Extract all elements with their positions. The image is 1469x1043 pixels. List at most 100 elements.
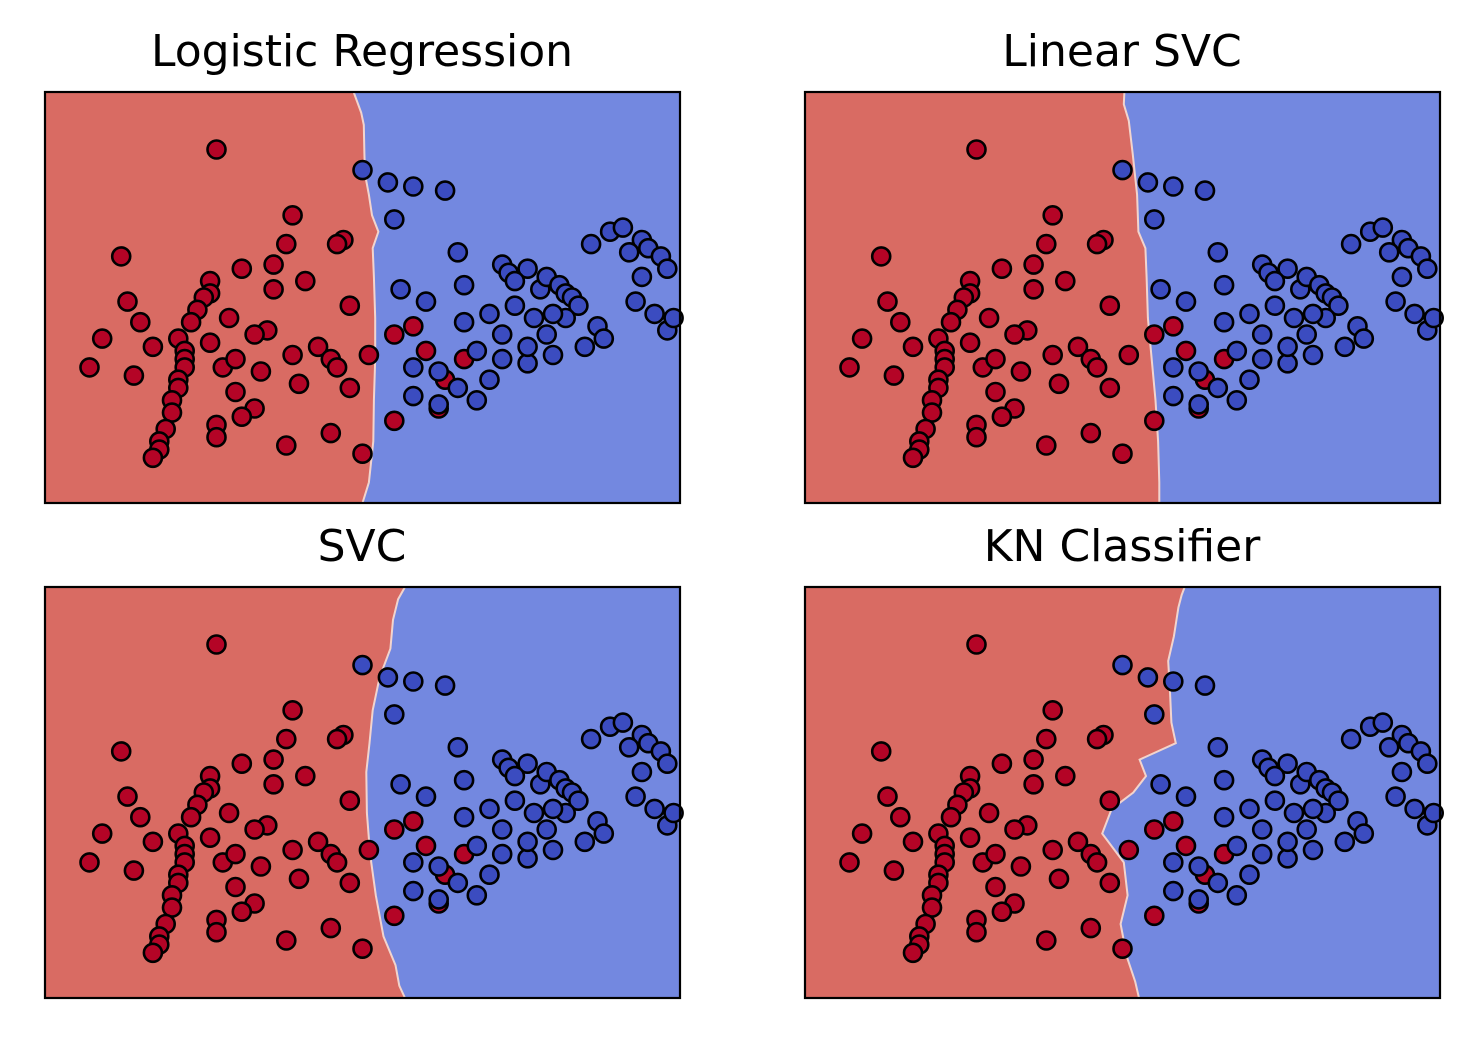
point-class-a xyxy=(352,938,373,960)
point-class-b xyxy=(1213,311,1235,333)
point-class-a xyxy=(1144,324,1165,345)
point-class-a xyxy=(1010,361,1032,382)
point-class-b xyxy=(618,242,640,263)
point-class-a xyxy=(142,831,164,853)
point-class-b xyxy=(453,806,475,828)
point-class-a xyxy=(288,868,310,890)
point-class-b xyxy=(428,361,450,382)
point-class-a xyxy=(180,806,202,828)
point-class-a xyxy=(218,307,240,329)
point-class-b xyxy=(390,278,411,300)
point-class-a xyxy=(902,942,924,964)
point-class-a xyxy=(231,901,253,923)
point-class-a xyxy=(1010,856,1032,877)
point-class-b xyxy=(618,736,640,758)
point-class-b xyxy=(517,336,538,358)
point-class-b xyxy=(1226,884,1248,906)
point-class-b xyxy=(1137,667,1159,688)
point-class-b xyxy=(625,786,646,807)
point-class-b xyxy=(428,889,450,910)
point-class-a xyxy=(352,443,373,465)
point-class-a xyxy=(1004,324,1025,345)
point-class-b xyxy=(402,880,424,902)
point-class-a xyxy=(402,315,424,337)
point-class-b xyxy=(1283,307,1305,329)
point-class-b xyxy=(1144,209,1165,230)
point-class-a xyxy=(231,406,253,428)
point-class-a xyxy=(851,823,873,844)
point-class-b xyxy=(453,769,475,791)
point-class-a xyxy=(339,872,361,894)
point-class-a xyxy=(231,258,253,280)
point-class-b xyxy=(390,773,411,795)
point-class-a xyxy=(1118,344,1140,366)
point-class-b xyxy=(1226,389,1248,411)
point-class-a xyxy=(244,819,265,840)
point-class-b xyxy=(656,753,678,775)
point-class-a xyxy=(1036,233,1057,255)
point-class-a xyxy=(1086,728,1108,750)
point-class-b xyxy=(542,344,564,366)
point-class-a xyxy=(839,852,860,873)
point-class-a xyxy=(288,373,310,395)
point-class-b xyxy=(523,307,545,329)
point-class-b xyxy=(352,159,373,181)
point-class-b xyxy=(1163,880,1184,902)
point-class-a xyxy=(1086,357,1108,378)
point-class-a xyxy=(383,905,405,927)
point-class-b xyxy=(1264,295,1286,317)
point-class-b xyxy=(504,270,526,292)
point-class-a xyxy=(123,365,145,386)
point-class-b xyxy=(453,274,475,296)
point-class-b xyxy=(625,291,646,312)
point-class-a xyxy=(263,749,284,770)
point-class-b xyxy=(1239,864,1260,886)
point-class-a xyxy=(1144,905,1165,927)
point-class-a xyxy=(1099,790,1121,812)
point-class-a xyxy=(966,921,987,943)
point-class-b xyxy=(1251,324,1273,345)
point-class-a xyxy=(991,406,1013,428)
point-class-b xyxy=(1188,394,1209,415)
point-class-a xyxy=(383,324,405,345)
point-class-a xyxy=(985,348,1006,370)
point-class-a xyxy=(870,246,892,267)
point-class-a xyxy=(940,311,962,333)
point-class-a xyxy=(339,377,361,399)
point-class-b xyxy=(517,831,538,853)
point-class-a xyxy=(1112,938,1133,960)
point-class-a xyxy=(130,806,151,828)
point-class-b xyxy=(447,377,469,399)
point-class-a xyxy=(985,843,1006,865)
decision-boundary xyxy=(1101,586,1186,999)
point-class-b xyxy=(1112,654,1133,676)
point-class-b xyxy=(1188,889,1209,910)
point-class-b xyxy=(1112,159,1133,181)
point-class-a xyxy=(1004,819,1025,840)
point-class-a xyxy=(902,831,924,853)
point-class-a xyxy=(1144,410,1165,432)
point-class-b xyxy=(1417,258,1438,280)
region-class-a xyxy=(805,92,1160,503)
point-class-b xyxy=(402,852,424,873)
point-class-a xyxy=(275,930,297,951)
point-class-a xyxy=(1099,377,1121,399)
point-class-a xyxy=(1023,773,1044,795)
point-class-b xyxy=(415,291,437,312)
point-class-a xyxy=(1080,422,1102,444)
point-class-b xyxy=(580,233,602,255)
point-class-b xyxy=(1207,377,1229,399)
point-class-b xyxy=(479,798,500,820)
point-class-a xyxy=(142,447,164,469)
point-class-a xyxy=(339,295,361,317)
point-class-a xyxy=(1042,344,1063,366)
point-class-a xyxy=(877,786,898,807)
point-class-b xyxy=(491,843,513,865)
point-class-a xyxy=(1048,868,1070,890)
point-class-a xyxy=(320,422,342,444)
point-class-b xyxy=(542,839,564,861)
point-class-b xyxy=(402,671,424,692)
axes-frame xyxy=(43,90,682,505)
point-class-b xyxy=(1264,270,1286,292)
point-class-a xyxy=(225,843,246,865)
